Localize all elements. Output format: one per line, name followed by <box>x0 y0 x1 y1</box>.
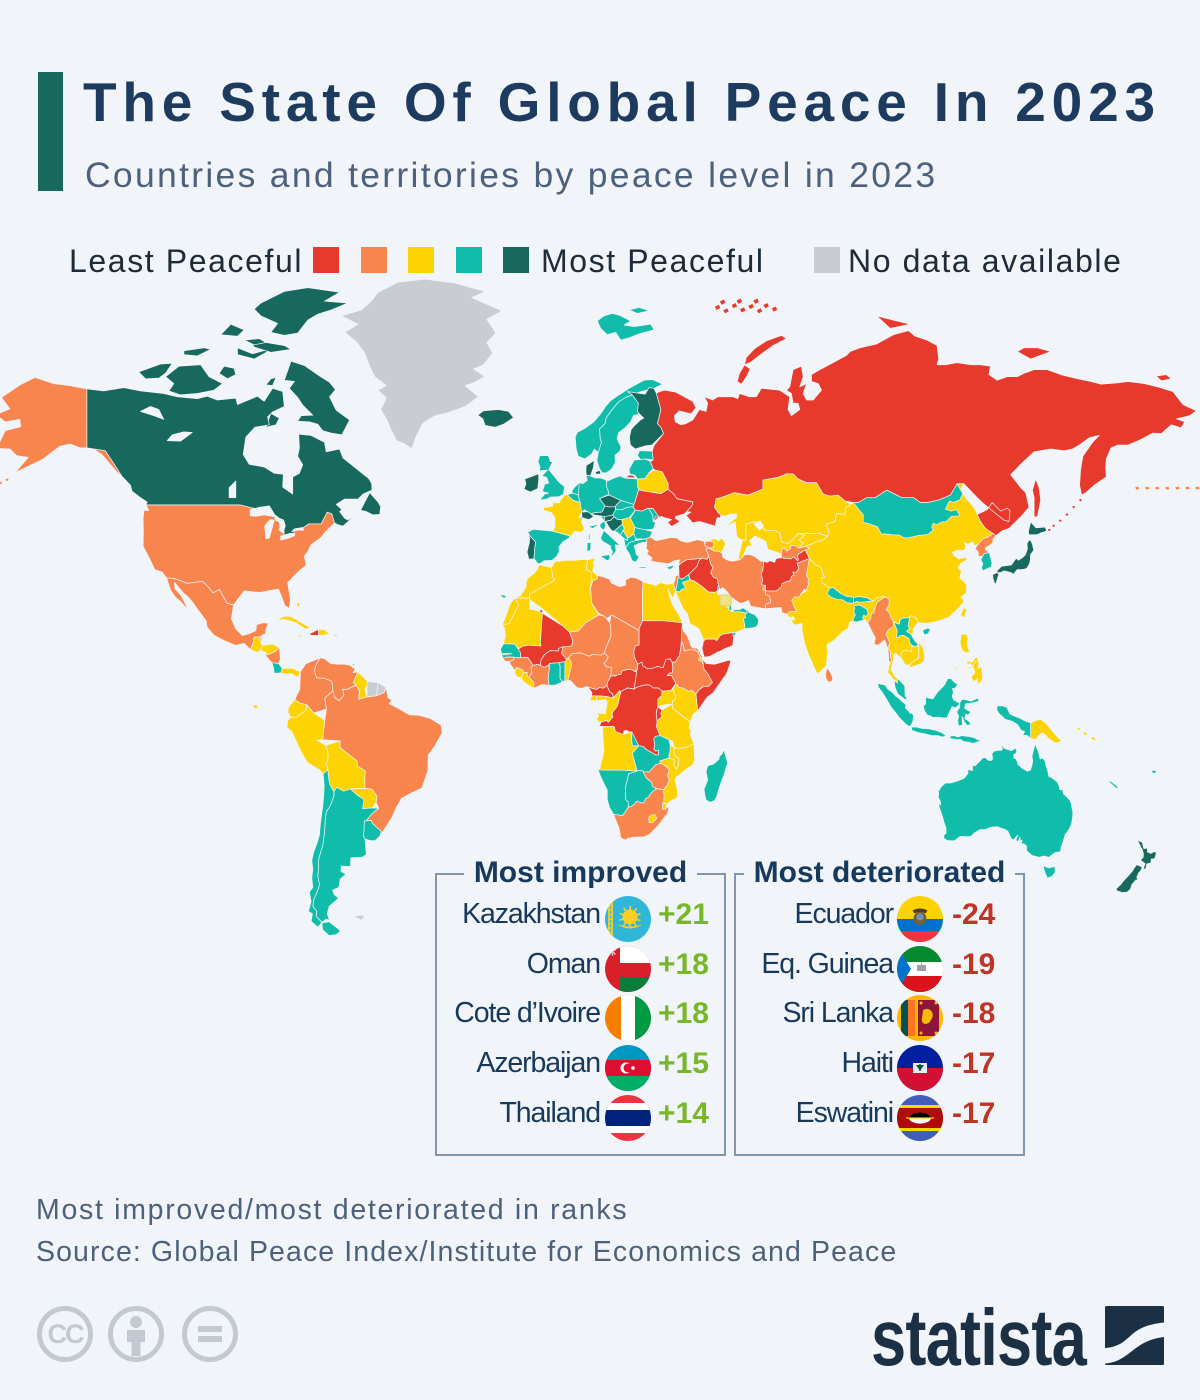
svg-text:CC: CC <box>48 1319 84 1349</box>
